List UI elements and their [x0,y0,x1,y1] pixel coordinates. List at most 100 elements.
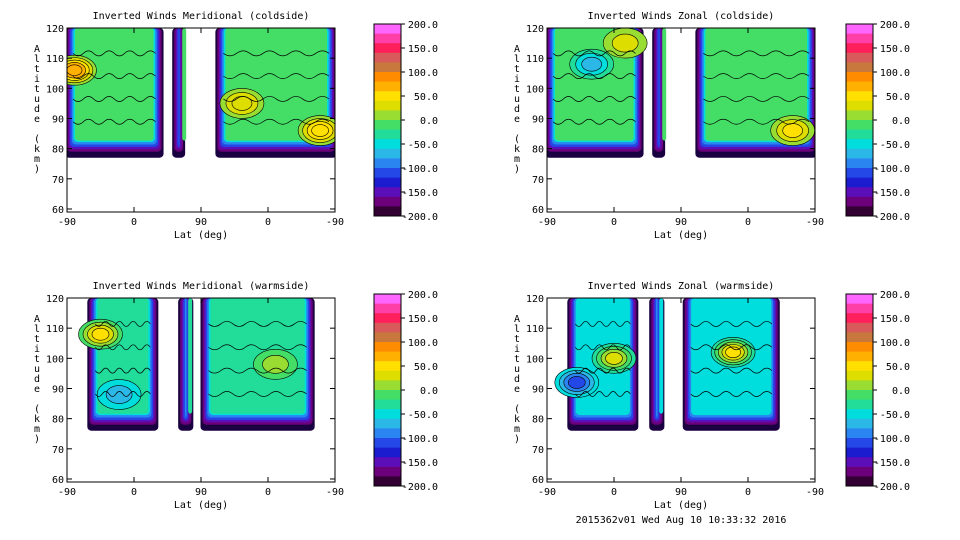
y-axis-label-char: t [514,84,520,95]
colorbar-band [846,187,873,198]
y-axis-label-char: u [34,364,40,375]
y-axis-label-char: ( [514,134,520,145]
x-tick-label: -90 [58,217,76,228]
colorbar-tick-label: 50.0 [886,362,910,373]
y-axis-label-char: t [34,334,40,345]
y-axis-label-char: A [514,314,520,325]
x-tick-label: -90 [806,487,824,498]
contour-line [552,118,636,125]
colorbar-band [374,361,401,372]
colorbar-band [374,399,401,410]
colorbar-band [846,428,873,439]
y-axis-label-char: k [514,144,520,155]
contour-line [703,118,810,125]
y-axis-label-char: A [514,44,520,55]
colorbar-band [374,380,401,391]
colorbar-band [846,52,873,63]
contour-line [703,73,810,79]
colorbar-tick-label: 200.0 [880,290,910,301]
contour-line [223,50,330,57]
y-tick-label: 100 [46,84,64,95]
colorbar-band [846,120,873,131]
contour-line [208,391,307,397]
x-tick-label: 0 [611,217,617,228]
y-axis-label-char: m [34,424,40,435]
colorbar-band [846,294,873,305]
chart-title: Inverted Winds Zonal (coldside) [588,11,775,22]
contour-line [223,96,330,102]
contour-field [547,28,815,158]
chart-panel-1: Inverted Winds Meridional (coldside) -90 0… [34,11,438,241]
colorbar-tick-label: -150.0 [874,188,910,199]
contour-line [95,321,151,327]
contour-line [72,96,156,102]
y-axis-label-char: A [34,44,40,55]
y-axis-label-char: m [34,154,40,165]
colorbar-tick-label: 150.0 [880,44,910,55]
colorbar-band [846,332,873,343]
x-tick-label: -90 [538,217,556,228]
contour-field [67,28,335,158]
contour-spot [262,355,289,374]
colorbar-band [374,313,401,324]
x-axis-label: Lat (deg) [174,230,228,241]
x-tick-label: -90 [326,217,344,228]
colorbar-band [846,139,873,150]
colorbar-band [846,81,873,92]
colorbar-band [374,91,401,102]
y-axis-label-char: l [514,54,520,65]
colorbar-band [374,33,401,44]
colorbar-band [374,196,401,207]
y-axis-label-char: u [34,94,40,105]
x-tick-label: 0 [131,217,137,228]
colorbar-band [374,457,401,468]
colorbar-tick-label: 200.0 [880,20,910,31]
colorbar-tick-label: -100.0 [874,164,910,175]
colorbar-band [846,168,873,179]
colorbar-band [374,177,401,188]
contour-line [703,96,810,102]
y-tick-label: 70 [532,445,544,456]
colorbar-tick-label: -150.0 [874,458,910,469]
chart-title: Inverted Winds Zonal (warmside) [588,281,775,292]
colorbar-band [846,129,873,140]
x-axis-label: Lat (deg) [174,500,228,511]
colorbar-tick-label: 50.0 [414,362,438,373]
y-axis-label-char: ( [34,134,40,145]
y-tick-label: 90 [532,114,544,125]
x-tick-label: 0 [745,217,751,228]
colorbar-tick-label: 100.0 [408,338,438,349]
y-tick-label: 70 [52,175,64,186]
colorbar-band [846,313,873,324]
colorbar-band [374,418,401,429]
colorbar-band [846,438,873,449]
y-tick-label: 60 [532,205,544,216]
colorbar-band [374,187,401,198]
colorbar-band [374,110,401,121]
colorbar-band [374,447,401,458]
colorbar: 200.0 150.0 100.0 50.0 0.0 -50.0 -100.0 -150.0 -… [373,290,438,493]
colorbar-tick-label: 100.0 [880,68,910,79]
colorbar-band [846,322,873,333]
contour-spot [105,385,133,404]
contour-line [575,344,631,351]
colorbar-band [374,62,401,73]
x-tick-label: 90 [675,217,687,228]
x-tick-label: -90 [538,487,556,498]
chart-panel-2: Inverted Winds Zonal (coldside) -90 0 90 0 -9… [514,11,910,241]
colorbar-band [846,196,873,207]
contour-line [208,367,307,374]
y-axis-label-char: ( [514,404,520,415]
y-axis-label-char: l [514,324,520,335]
colorbar: 200.0 150.0 100.0 50.0 0.0 -50.0 -100.0 -150.0 -… [373,20,438,223]
colorbar-tick-label: 100.0 [408,68,438,79]
colorbar-band [846,370,873,381]
colorbar-tick-label: -200.0 [874,482,910,493]
contour-line [690,367,773,374]
x-tick-label: 0 [745,487,751,498]
colorbar-band [846,43,873,54]
contour-fill [188,298,193,414]
colorbar-tick-label: -100.0 [402,164,438,175]
